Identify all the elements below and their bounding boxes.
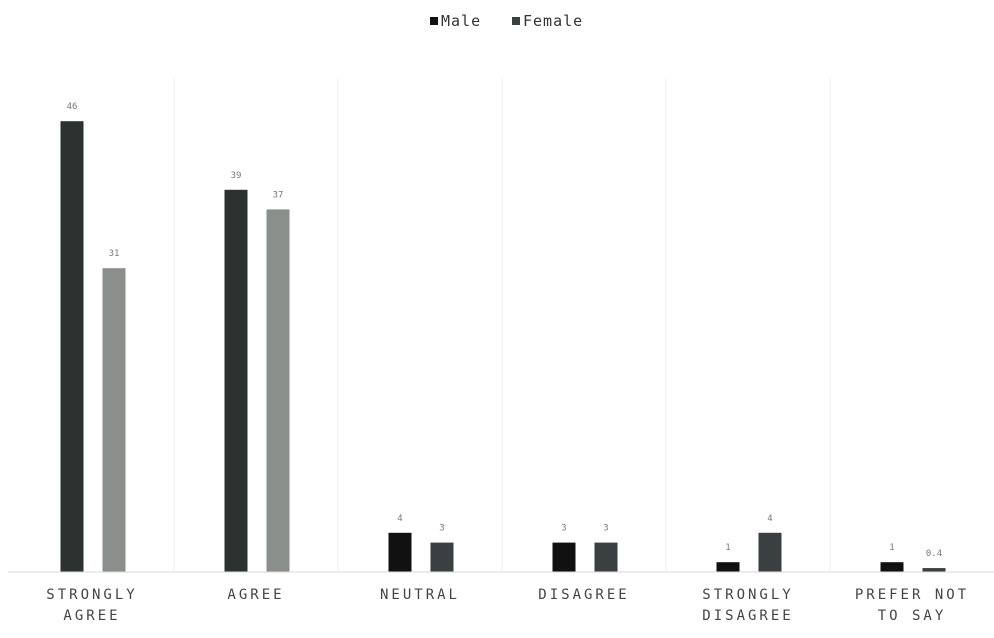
value-label-female-1: 37 xyxy=(273,190,284,200)
value-label-female-4: 4 xyxy=(767,514,772,524)
bar-male-4 xyxy=(716,562,740,572)
legend-label-female: Female xyxy=(523,12,583,30)
value-label-male-5: 1 xyxy=(889,543,894,553)
value-label-female-2: 3 xyxy=(439,524,444,534)
legend-swatch-male xyxy=(430,17,438,25)
category-separators xyxy=(173,78,831,572)
tick-label-2: NEUTRAL xyxy=(380,587,460,603)
tick-label-4: STRONGLY DISAGREE xyxy=(702,587,793,624)
bars xyxy=(60,121,946,573)
value-label-female-5: 0.4 xyxy=(926,549,942,559)
bar-female-5 xyxy=(922,568,946,572)
bar-female-4 xyxy=(758,532,782,572)
bar-female-0 xyxy=(102,268,126,572)
bar-male-5 xyxy=(880,562,904,572)
bar-male-1 xyxy=(224,189,248,573)
value-label-male-3: 3 xyxy=(561,524,566,534)
bar-female-1 xyxy=(266,209,290,572)
bar-male-0 xyxy=(60,121,84,572)
value-label-male-0: 46 xyxy=(67,102,78,112)
tick-label-0: STRONGLY AGREE xyxy=(46,587,137,624)
tick-label-1: AGREE xyxy=(227,587,284,603)
tick-label-5: PREFER NOT TO SAY xyxy=(855,587,969,624)
legend-swatch-female xyxy=(512,17,520,25)
bar-female-2 xyxy=(430,542,454,572)
value-label-female-3: 3 xyxy=(603,524,608,534)
value-label-male-4: 1 xyxy=(725,543,730,553)
tick-label-3: DISAGREE xyxy=(538,587,629,603)
legend: Male Female xyxy=(430,12,583,30)
value-label-male-2: 4 xyxy=(397,514,402,524)
value-label-male-1: 39 xyxy=(231,171,242,181)
value-label-female-0: 31 xyxy=(109,249,120,259)
x-tick-labels: STRONGLY AGREE AGREE NEUTRAL DISAGREE STRONGL… xyxy=(46,587,969,624)
bar-male-2 xyxy=(388,532,412,572)
bar-male-3 xyxy=(552,542,576,572)
bar-female-3 xyxy=(594,542,618,572)
legend-label-male: Male xyxy=(441,12,481,30)
